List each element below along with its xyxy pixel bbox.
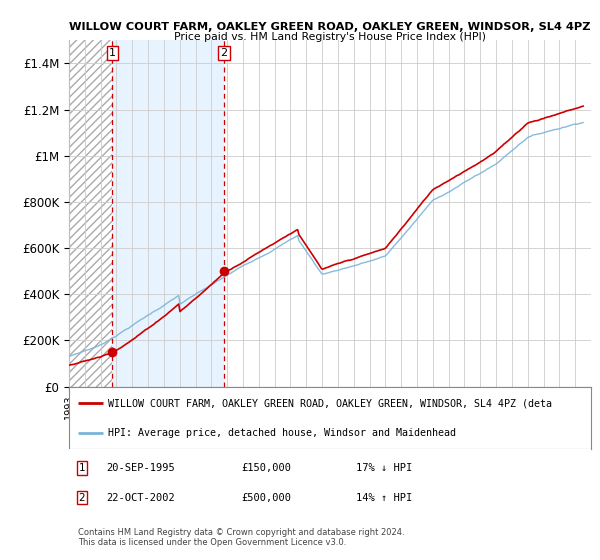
Text: £150,000: £150,000	[241, 463, 291, 473]
Text: WILLOW COURT FARM, OAKLEY GREEN ROAD, OAKLEY GREEN, WINDSOR, SL4 4PZ: WILLOW COURT FARM, OAKLEY GREEN ROAD, OA…	[69, 22, 591, 32]
Text: £500,000: £500,000	[241, 492, 291, 502]
Text: 20-SEP-1995: 20-SEP-1995	[107, 463, 175, 473]
Text: 22-OCT-2002: 22-OCT-2002	[107, 492, 175, 502]
Text: 2: 2	[79, 492, 85, 502]
Text: Contains HM Land Registry data © Crown copyright and database right 2024.
This d: Contains HM Land Registry data © Crown c…	[79, 528, 405, 547]
Text: 2: 2	[220, 48, 227, 58]
Bar	[69, 40, 112, 386]
Text: Price paid vs. HM Land Registry's House Price Index (HPI): Price paid vs. HM Land Registry's House …	[174, 32, 486, 43]
Text: HPI: Average price, detached house, Windsor and Maidenhead: HPI: Average price, detached house, Wind…	[108, 428, 456, 438]
Text: 17% ↓ HPI: 17% ↓ HPI	[356, 463, 412, 473]
Text: 14% ↑ HPI: 14% ↑ HPI	[356, 492, 412, 502]
Text: 1: 1	[109, 48, 116, 58]
Text: 1: 1	[79, 463, 85, 473]
Text: WILLOW COURT FARM, OAKLEY GREEN ROAD, OAKLEY GREEN, WINDSOR, SL4 4PZ (deta: WILLOW COURT FARM, OAKLEY GREEN ROAD, OA…	[108, 398, 552, 408]
Bar	[112, 40, 224, 386]
